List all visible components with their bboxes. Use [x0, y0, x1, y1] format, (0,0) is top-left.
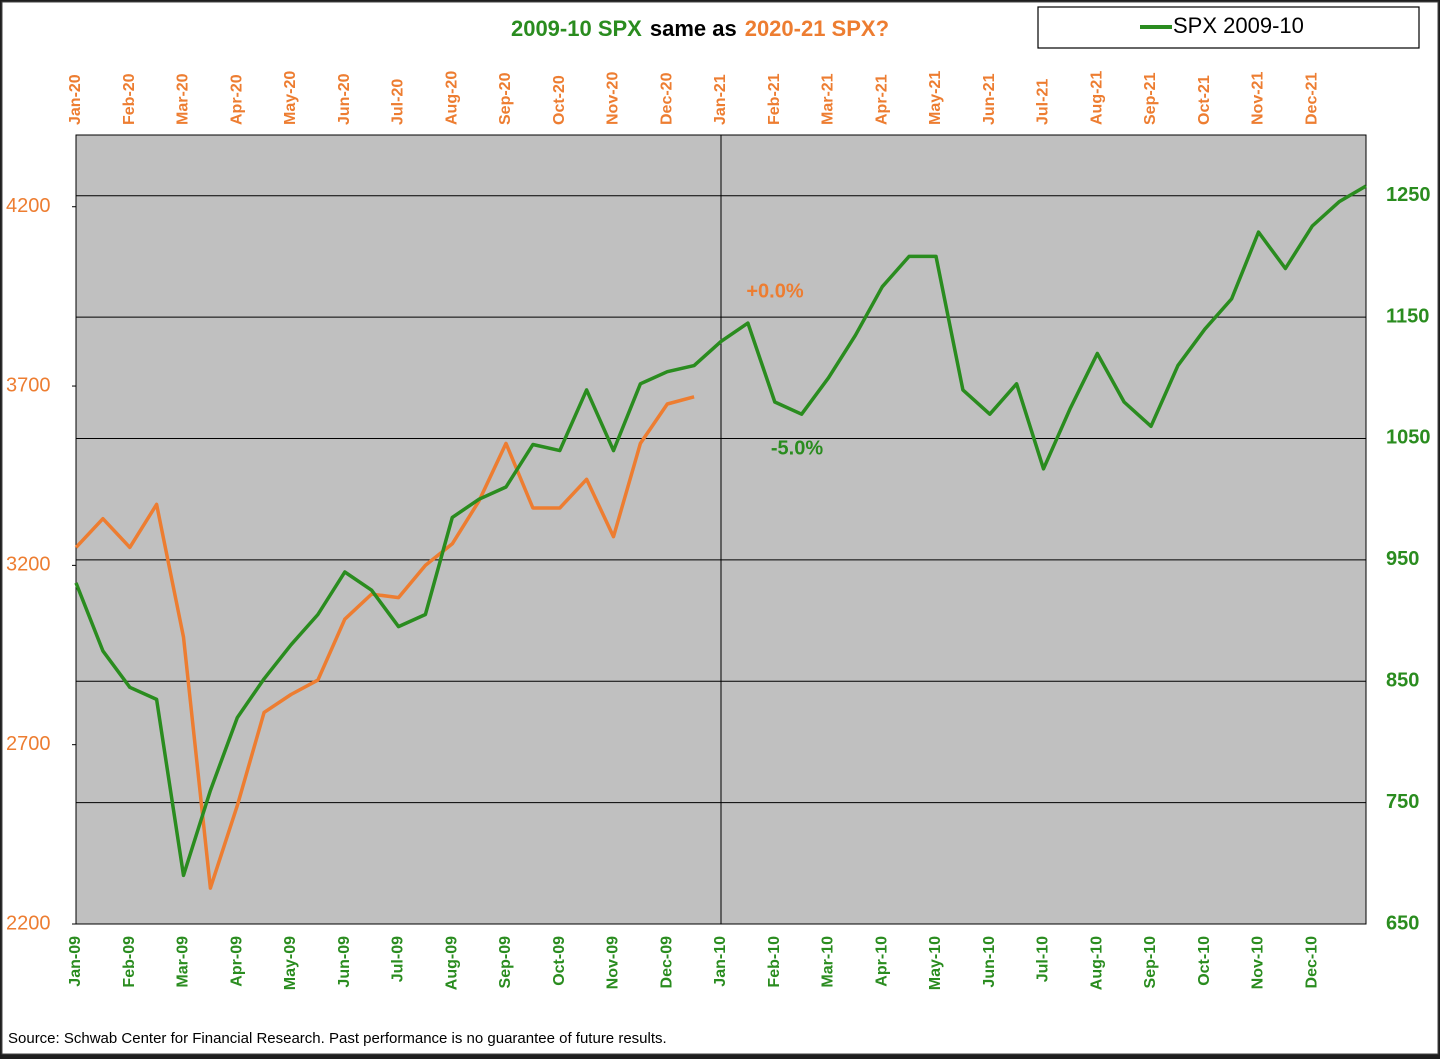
- chart-title: 2009-10 SPX same as 2020-21 SPX?: [511, 16, 889, 41]
- x-top-tick-label: Dec-21: [1303, 72, 1320, 125]
- x-bottom-tick-label: Aug-09: [443, 936, 460, 990]
- x-bottom-tick-label: Nov-09: [605, 936, 622, 989]
- x-bottom-tick-label: Jun-09: [336, 936, 353, 988]
- x-top-tick-label: Sep-20: [497, 72, 514, 125]
- x-top-tick-label: Dec-20: [658, 72, 675, 125]
- series-line: [74, 395, 695, 890]
- x-bottom-tick-label: May-10: [927, 936, 944, 990]
- x-top-tick-label: Sep-21: [1142, 72, 1159, 125]
- x-top-tick-label: Aug-21: [1088, 71, 1105, 125]
- x-bottom-tick-label: Sep-10: [1142, 936, 1159, 989]
- x-bottom-tick-label: Jan-09: [67, 936, 84, 987]
- x-top-tick-label: Jan-20: [67, 74, 84, 125]
- y2-tick-label: 1150: [1386, 305, 1429, 327]
- x-bottom-tick-label: Jun-10: [981, 936, 998, 988]
- y2-tick-label: 650: [1386, 912, 1419, 934]
- x-top-tick-label: Feb-20: [121, 73, 138, 125]
- y-tick-label: 3700: [6, 374, 51, 396]
- x-bottom-tick-label: Apr-09: [228, 936, 245, 987]
- legend-label: SPX 2009-10: [1173, 13, 1304, 38]
- y2-tick-label: 1050: [1386, 427, 1431, 449]
- x-bottom-tick-label: Jan-10: [712, 936, 729, 987]
- x-bottom-tick-label: Dec-10: [1303, 936, 1320, 989]
- x-top-tick-label: May-20: [282, 71, 299, 125]
- x-bottom-tick-label: Sep-09: [497, 936, 514, 989]
- x-top-tick-label: Nov-20: [605, 72, 622, 125]
- x-top-tick-label: Apr-20: [228, 74, 245, 125]
- title-part: same as: [650, 16, 737, 41]
- x-top-tick-label: Jan-21: [712, 74, 729, 125]
- x-top-tick-label: May-21: [927, 71, 944, 125]
- x-top-tick-label: Jul-20: [390, 79, 407, 125]
- y2-tick-label: 850: [1386, 670, 1419, 692]
- x-bottom-tick-label: Mar-09: [175, 936, 192, 988]
- x-bottom-tick-label: Feb-09: [121, 936, 138, 988]
- x-top-tick-label: Oct-20: [551, 75, 568, 125]
- x-bottom-tick-label: Feb-10: [766, 936, 783, 988]
- y-tick-label: 4200: [6, 195, 51, 217]
- y-tick-label: 3200: [6, 554, 51, 576]
- y2-tick-label: 1250: [1386, 184, 1431, 206]
- title-part: 2020-21 SPX?: [745, 16, 889, 41]
- x-bottom-tick-label: Jul-09: [390, 936, 407, 982]
- x-top-tick-label: Feb-21: [766, 73, 783, 125]
- x-bottom-tick-label: Nov-10: [1250, 936, 1267, 989]
- x-bottom-tick-label: May-09: [282, 936, 299, 990]
- x-top-tick-label: Apr-21: [873, 74, 890, 125]
- x-bottom-tick-label: Oct-10: [1196, 936, 1213, 986]
- annotation: +0.0%: [746, 280, 803, 302]
- series-line: [74, 184, 1367, 878]
- title-part: 2009-10 SPX: [511, 16, 642, 41]
- x-top-tick-label: Jun-20: [336, 73, 353, 125]
- x-top-tick-label: Oct-21: [1196, 75, 1213, 125]
- x-bottom-tick-label: Aug-10: [1088, 936, 1105, 990]
- legend-box: [1037, 6, 1420, 49]
- annotation: -5.0%: [771, 437, 823, 459]
- x-top-tick-label: Mar-20: [175, 73, 192, 125]
- source-note: Source: Schwab Center for Financial Rese…: [8, 1030, 667, 1047]
- x-bottom-tick-label: Apr-10: [873, 936, 890, 987]
- x-bottom-tick-label: Jul-10: [1035, 936, 1052, 982]
- x-top-tick-label: Jul-21: [1035, 79, 1052, 125]
- x-top-tick-label: Aug-20: [443, 71, 460, 125]
- x-bottom-tick-label: Dec-09: [658, 936, 675, 989]
- y-tick-label: 2700: [6, 733, 51, 755]
- x-bottom-tick-label: Oct-09: [551, 936, 568, 986]
- x-top-tick-label: Jun-21: [981, 73, 998, 125]
- y-tick-label: 2200: [6, 912, 51, 934]
- x-top-tick-label: Mar-21: [820, 73, 837, 125]
- x-bottom-tick-label: Mar-10: [820, 936, 837, 988]
- y2-tick-label: 750: [1386, 791, 1419, 813]
- x-top-tick-label: Nov-21: [1250, 72, 1267, 125]
- y2-tick-label: 950: [1386, 548, 1419, 570]
